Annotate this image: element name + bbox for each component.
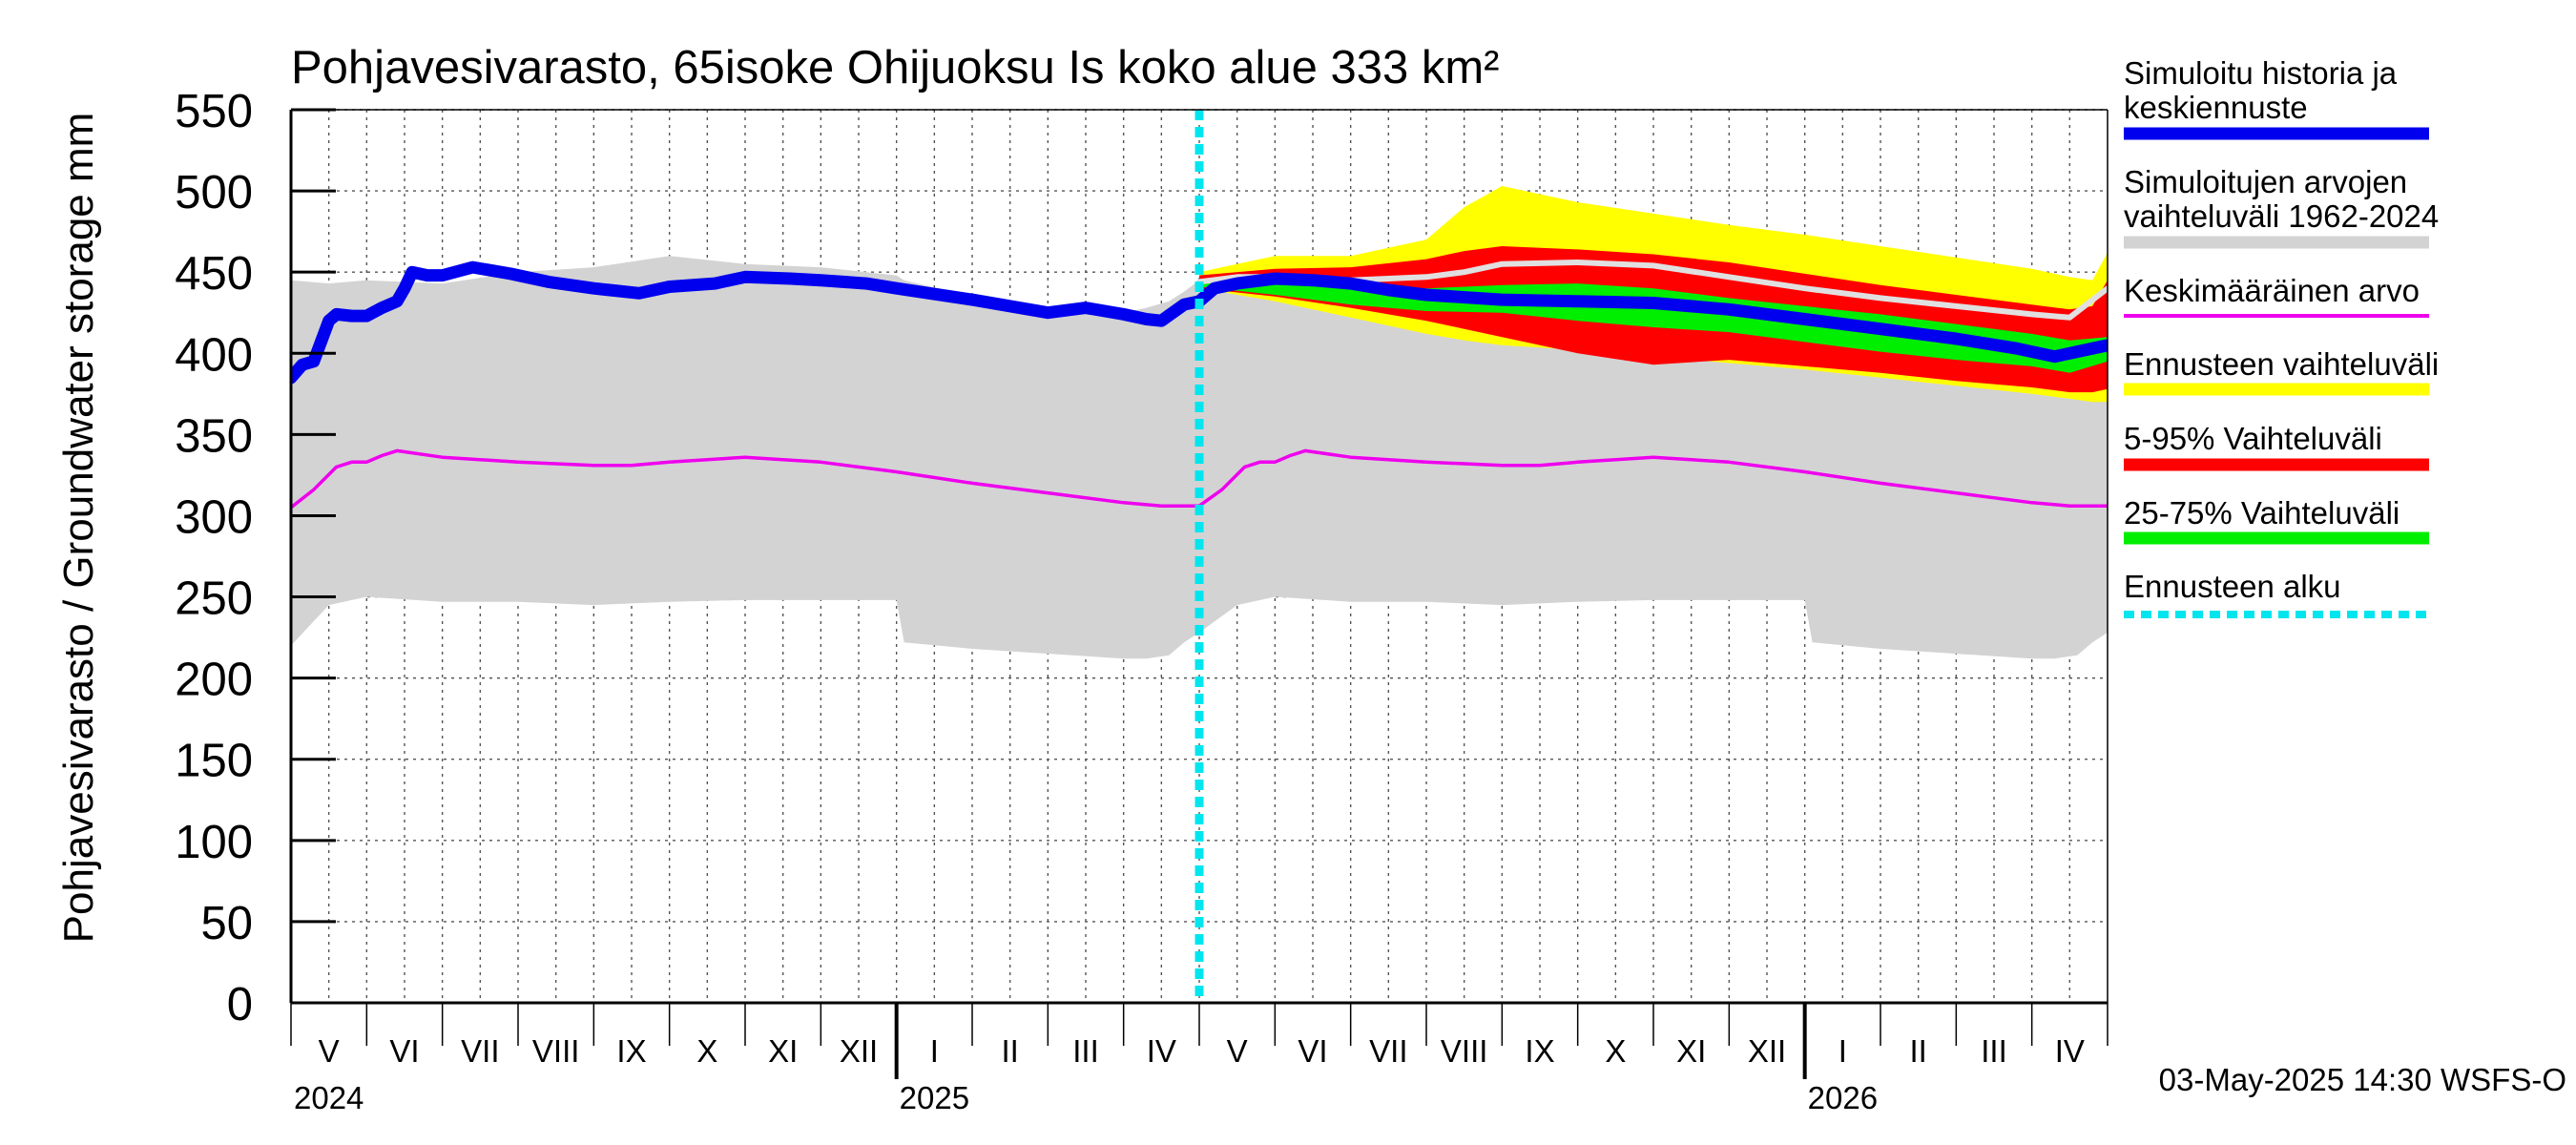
legend: Simuloitu historia jakeskiennusteSimuloi…	[2124, 55, 2439, 618]
y-tick-label: 200	[175, 655, 253, 706]
month-label: XII	[1748, 1033, 1786, 1069]
month-label: VII	[1369, 1033, 1407, 1069]
y-axis-label: Pohjavesivarasto / Groundwater storage m…	[55, 113, 102, 944]
x-axis: V VI VII VIII IX X XI XII I II III IV V VI VII VIII IX X X…	[290, 1003, 2109, 1115]
month-label: IV	[2055, 1033, 2085, 1069]
legend-label: Ennusteen alku	[2124, 569, 2341, 604]
month-label: X	[696, 1033, 717, 1069]
legend-item: 25-75% Vaihteluväli	[2124, 495, 2429, 545]
month-label: IV	[1147, 1033, 1176, 1069]
month-label: II	[1909, 1033, 1926, 1069]
y-tick-label: 400	[175, 329, 253, 381]
legend-label: Keskimääräinen arvo	[2124, 273, 2420, 308]
y-tick-label: 450	[175, 248, 253, 300]
month-label: III	[1072, 1033, 1099, 1069]
legend-label: Simuloitujen arvojen	[2124, 164, 2407, 199]
legend-item: 5-95% Vaihteluväli	[2124, 421, 2429, 471]
year-label: 2024	[294, 1080, 364, 1115]
month-label: XI	[768, 1033, 798, 1069]
y-tick-label: 300	[175, 491, 253, 543]
month-label: VI	[389, 1033, 419, 1069]
legend-label: vaihteluväli 1962-2024	[2124, 198, 2439, 234]
legend-label: 25-75% Vaihteluväli	[2124, 495, 2399, 531]
month-label: III	[1981, 1033, 2007, 1069]
month-label: V	[319, 1033, 340, 1069]
month-label: X	[1605, 1033, 1626, 1069]
line-layer	[291, 110, 2108, 1003]
month-label: II	[1001, 1033, 1018, 1069]
y-tick-label: 250	[175, 573, 253, 625]
y-axis-ticks: 0 50 100 150 200 250 300 350 400 450 500 550	[175, 86, 336, 1030]
legend-item: Ennusteen vaihteluväli	[2124, 346, 2439, 396]
year-label: 2025	[900, 1080, 969, 1115]
chart-title: Pohjavesivarasto, 65isoke Ohijuoksu Is k…	[291, 42, 1500, 94]
year-label: 2026	[1808, 1080, 1878, 1115]
month-label: VII	[461, 1033, 499, 1069]
y-tick-label: 550	[175, 86, 253, 137]
month-label: IX	[616, 1033, 646, 1069]
y-tick-label: 500	[175, 167, 253, 219]
month-label: VI	[1298, 1033, 1327, 1069]
footer-timestamp: 03-May-2025 14:30 WSFS-O	[2159, 1062, 2566, 1097]
legend-label: 5-95% Vaihteluväli	[2124, 421, 2382, 456]
y-tick-label: 150	[175, 736, 253, 787]
month-label: VIII	[1441, 1033, 1488, 1069]
month-label: VIII	[532, 1033, 580, 1069]
legend-label: keskiennuste	[2124, 90, 2308, 125]
y-tick-label: 50	[200, 898, 253, 949]
month-label: XII	[840, 1033, 878, 1069]
band-25-75	[1199, 280, 2108, 373]
simulated-history-line	[291, 260, 2108, 385]
legend-item: Keskimääräinen arvo	[2124, 273, 2429, 318]
month-label: XI	[1676, 1033, 1706, 1069]
month-label: IX	[1525, 1033, 1554, 1069]
y-tick-label: 100	[175, 817, 253, 868]
month-label: I	[1839, 1033, 1847, 1069]
legend-label: Ennusteen vaihteluväli	[2124, 346, 2439, 382]
legend-item: Ennusteen alku	[2124, 569, 2429, 618]
y-tick-label: 0	[227, 979, 253, 1030]
month-label: I	[930, 1033, 939, 1069]
y-tick-label: 350	[175, 410, 253, 462]
legend-label: Simuloitu historia ja	[2124, 55, 2398, 91]
month-label: V	[1227, 1033, 1248, 1069]
